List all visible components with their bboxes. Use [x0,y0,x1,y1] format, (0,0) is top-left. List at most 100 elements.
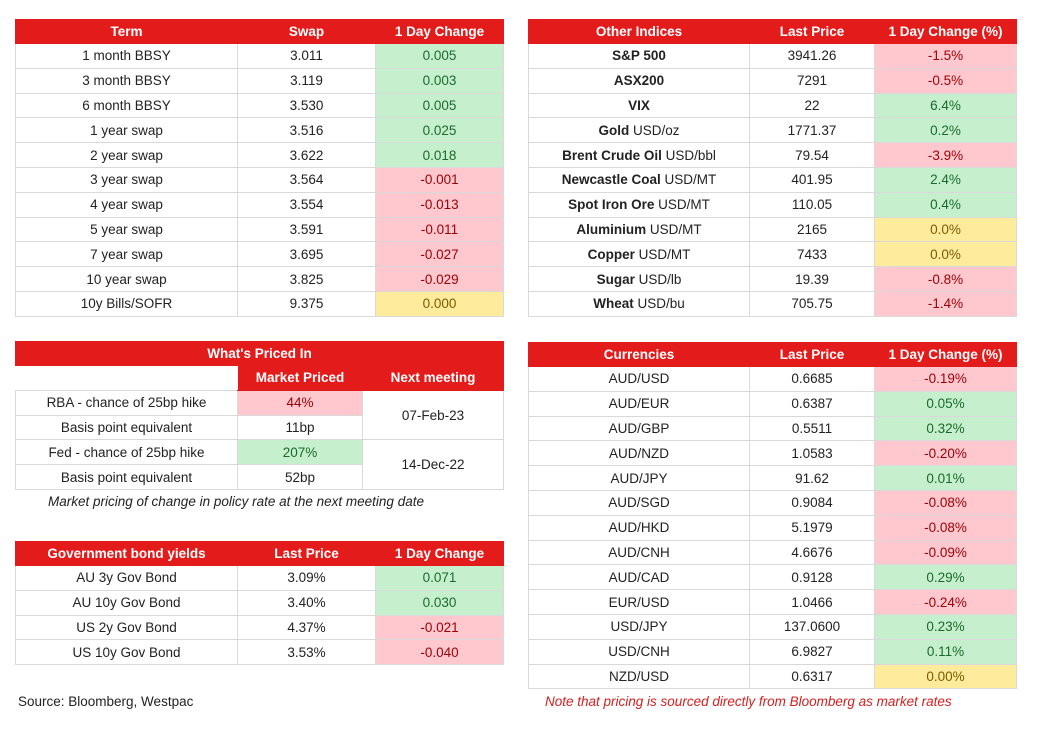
cell-price: 22 [749,92,875,119]
cell-name: Gold USD/oz [528,117,750,144]
table-row: Wheat USD/bu 705.75 -1.4% [528,290,1017,317]
cell-change: 0.0% [874,216,1017,243]
cell-value: 0.5511 [749,415,875,442]
cell-change: 0.025 [375,117,504,144]
cell-change: 0.11% [874,638,1017,665]
cell-name: 3 month BBSY [15,67,238,94]
cell-name: US 2y Gov Bond [15,614,238,641]
cell-value: 91.62 [749,465,875,491]
table-row: USD/JPY 137.0600 0.23% [528,613,1017,640]
cell-name: Spot Iron Ore USD/MT [528,191,750,218]
cell-name: AU 10y Gov Bond [15,589,238,616]
index-name: Spot Iron Ore [568,197,655,213]
cell-value: 4.6676 [749,539,875,566]
cell-name: 2 year swap [15,142,238,168]
index-unit: USD/bbl [665,147,716,163]
cell-change: 0.32% [874,415,1017,442]
index-name: Brent Crude Oil [562,147,662,163]
cell-change: -0.19% [874,366,1017,392]
cell-name: S&P 500 [528,43,750,69]
index-unit: USD/MT [649,221,702,237]
cell-price: 705.75 [749,290,875,317]
rba-meeting-date: 07-Feb-23 [361,389,505,441]
cell-name: AUD/USD [528,366,750,392]
table-row: AUD/CAD 0.9128 0.29% [528,564,1017,591]
table-row: Newcastle Coal USD/MT 401.95 2.4% [528,166,1017,193]
bonds-header-change: 1 Day Change [375,541,504,566]
table-row: Brent Crude Oil USD/bbl 79.54 -3.9% [528,142,1017,168]
cell-price: 401.95 [749,166,875,193]
cell-value: 0.6685 [749,366,875,392]
table-row: Copper USD/MT 7433 0.0% [528,241,1017,268]
cell-name: 10y Bills/SOFR [15,290,238,317]
table-row: RBA - chance of 25bp hike 44% 07-Feb-23 [15,389,505,441]
bloomberg-note: Note that pricing is sourced directly fr… [545,694,952,709]
table-row: 5 year swap 3.591 -0.011 [15,216,504,243]
fed-meeting-date: 14-Dec-22 [361,439,505,490]
table-row: 2 year swap 3.622 0.018 [15,142,504,168]
bonds-table-header: Government bond yields Last Price 1 Day … [15,541,504,566]
table-row: 3 year swap 3.564 -0.001 [15,166,504,193]
cell-value: 3.591 [237,216,376,243]
currencies-table: Currencies Last Price 1 Day Change (%) A… [528,342,1017,690]
priced-in-blank-cell [15,365,238,391]
cell-change: 0.01% [874,465,1017,491]
cell-change: -0.029 [375,266,504,292]
cell-name: Sugar USD/lb [528,266,750,292]
cell-value: 137.0600 [749,613,875,640]
cell-value: 3.530 [237,92,376,119]
cell-price: 1771.37 [749,117,875,144]
cell-name: USD/CNH [528,638,750,665]
table-row: AU 3y Gov Bond 3.09% 0.071 [15,565,504,591]
cell-change: 0.29% [874,564,1017,591]
fed-probability: 207% [237,439,363,466]
index-name: Newcastle Coal [561,172,661,188]
cell-value: 3.695 [237,241,376,268]
table-row: Spot Iron Ore USD/MT 110.05 0.4% [528,191,1017,218]
cell-name: AU 3y Gov Bond [15,565,238,591]
cell-value: 3.825 [237,266,376,292]
index-name: Gold [598,122,630,138]
cell-change: 0.4% [874,191,1017,218]
cell-name: 1 month BBSY [15,43,238,69]
cell-value: 5.1979 [749,514,875,541]
index-unit: USD/MT [638,246,691,262]
cell-change: -0.08% [874,489,1017,516]
cell-value: 0.6317 [749,663,875,690]
fed-label: Fed - chance of 25bp hike [15,439,238,466]
table-row: 10y Bills/SOFR 9.375 0.000 [15,290,504,317]
cell-change: 0.003 [375,67,504,94]
cell-name: 4 year swap [15,191,238,218]
table-row: AU 10y Gov Bond 3.40% 0.030 [15,589,504,616]
cell-change: 0.030 [375,589,504,616]
table-row: Fed - chance of 25bp hike 207% 14-Dec-22 [15,439,505,490]
cell-name: ASX200 [528,67,750,94]
cell-value: 3.53% [237,639,376,666]
index-unit: USD/lb [638,271,682,287]
currencies-header-change: 1 Day Change (%) [874,342,1017,367]
cell-name: Copper USD/MT [528,241,750,268]
table-row: Gold USD/oz 1771.37 0.2% [528,117,1017,144]
indices-header-price: Last Price [749,19,875,44]
index-name: Sugar [596,271,635,287]
rba-probability: 44% [237,389,363,416]
cell-value: 1.0466 [749,589,875,615]
cell-change: -0.24% [874,589,1017,615]
cell-change: 6.4% [874,92,1017,119]
cell-change: -1.5% [874,43,1017,69]
cell-name: 7 year swap [15,241,238,268]
table-row: S&P 500 3941.26 -1.5% [528,43,1017,69]
cell-name: AUD/NZD [528,440,750,467]
cell-name: AUD/CAD [528,564,750,591]
cell-change: 0.000 [375,290,504,317]
cell-value: 3.09% [237,565,376,591]
cell-value: 9.375 [237,290,376,317]
index-unit: USD/MT [658,197,710,213]
cell-value: 3.40% [237,589,376,616]
cell-change: -0.040 [375,639,504,666]
cell-change: -0.027 [375,241,504,268]
table-row: 4 year swap 3.554 -0.013 [15,191,504,218]
cell-value: 0.9128 [749,564,875,591]
cell-change: 0.0% [874,241,1017,268]
table-row: US 2y Gov Bond 4.37% -0.021 [15,614,504,641]
